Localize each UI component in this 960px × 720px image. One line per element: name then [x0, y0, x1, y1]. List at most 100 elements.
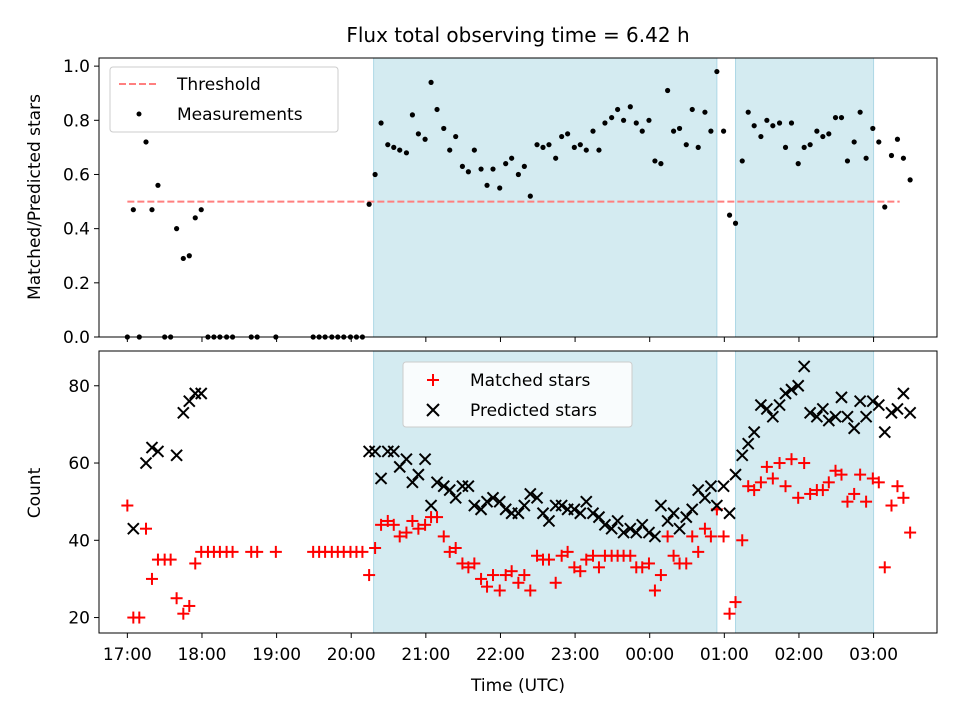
x-tick-label: 01:00 — [700, 645, 749, 665]
predicted-star-point — [747, 425, 761, 439]
predicted-star-point — [736, 449, 749, 462]
predicted-star-point — [374, 472, 388, 485]
measurement-point — [198, 207, 204, 213]
matched-star-point — [475, 572, 488, 585]
matched-star-point — [133, 611, 146, 624]
measurement-point — [620, 117, 627, 123]
predicted-star-point — [648, 530, 662, 543]
measurement-point — [888, 152, 895, 159]
matched-star-point — [798, 457, 811, 470]
predicted-star-point — [139, 456, 153, 470]
x-tick-label: 18:00 — [177, 645, 226, 665]
predicted-star-point — [555, 499, 568, 512]
matched-star-point — [885, 499, 898, 512]
x-tick-label: 00:00 — [625, 645, 674, 665]
threshold-legend-label: Threshold — [176, 75, 261, 95]
matched-star-point — [140, 522, 153, 535]
predicted-star-point — [524, 487, 537, 501]
predicted-star-point — [424, 499, 438, 512]
predicted-star-point — [766, 410, 780, 423]
measurement-point — [186, 253, 192, 259]
matched-star-point — [468, 557, 481, 570]
predicted-star-point — [387, 445, 400, 458]
predicted-star-point — [729, 468, 742, 481]
predicted-star-point — [486, 491, 500, 505]
measurement-point — [708, 128, 714, 134]
measurement-point — [820, 133, 826, 140]
predicted-star-point — [891, 402, 904, 416]
measurement-point — [515, 171, 521, 178]
measurement-point — [776, 120, 783, 126]
predicted-star-point — [617, 526, 630, 539]
chart-title: Flux total observing time = 6.42 h — [346, 23, 689, 47]
predicted-star-point — [512, 507, 525, 520]
measurement-point — [670, 128, 677, 134]
predicted-star-point — [680, 510, 693, 524]
measurement-point — [428, 79, 434, 85]
bottom-y-tick-label: 60 — [68, 454, 90, 474]
matched-star-point — [661, 530, 674, 543]
measurement-point — [546, 142, 552, 148]
measurement-point — [534, 142, 540, 148]
matched-star-point — [226, 545, 239, 558]
measurement-point — [596, 147, 602, 153]
matched-star-point — [574, 565, 587, 578]
measurement-point — [441, 125, 447, 132]
predicted-star-point — [542, 514, 556, 528]
measurement-point — [683, 142, 689, 148]
matched-star-point — [624, 549, 637, 562]
predicted-star-point — [127, 522, 140, 535]
x-tick-label: 23:00 — [551, 645, 600, 665]
bottom-y-axis-label: Count — [25, 467, 45, 518]
top-y-tick-label: 1.0 — [63, 57, 90, 77]
predicted-star-point — [592, 510, 606, 524]
predicted-star-point — [530, 491, 544, 505]
predicted-star-point — [686, 503, 699, 516]
predicted-star-point — [829, 410, 842, 423]
top-axes-frame — [98, 57, 938, 338]
predicted-star-point — [698, 491, 712, 505]
predicted-star-point — [859, 410, 873, 423]
top-y-tick-label: 0.4 — [63, 220, 90, 240]
predicted-star-point — [183, 395, 196, 408]
measurement-point — [857, 109, 863, 115]
matched-star-point — [419, 518, 432, 531]
predicted-star-point — [903, 406, 917, 420]
matched-star-point — [189, 557, 202, 570]
matched-star-point — [437, 530, 450, 543]
measurement-point — [807, 142, 813, 148]
measurement-point — [490, 166, 496, 172]
predicted-star-point — [437, 479, 450, 493]
measurement-point — [615, 106, 621, 113]
predicted-star-point — [430, 476, 444, 489]
matched-star-point — [792, 491, 805, 504]
predicted-star-point — [785, 383, 798, 396]
x-tick-label: 19:00 — [252, 645, 301, 665]
x-tick-label: 02:00 — [774, 645, 823, 665]
x-axis-label: Time (UTC) — [470, 676, 565, 696]
measurement-point — [565, 131, 571, 137]
predicted-star-point — [667, 507, 680, 520]
measurement-point — [646, 117, 652, 123]
measurement-point — [732, 220, 739, 226]
matched-legend-label: Matched stars — [470, 371, 590, 391]
bottom-y-ticks: 20 40 60 80 — [68, 377, 99, 629]
measurement-point — [633, 120, 639, 126]
predicted-star-point — [493, 495, 506, 508]
predicted-star-point — [480, 495, 494, 508]
measurement-point — [521, 163, 527, 169]
measurement-point — [665, 87, 671, 94]
measurement-point — [851, 139, 857, 145]
matched-star-point — [872, 476, 885, 489]
matched-star-point — [717, 530, 730, 543]
matched-star-point — [387, 518, 400, 531]
measurement-point — [559, 133, 565, 140]
matched-star-point — [145, 572, 158, 585]
measurement-point — [801, 144, 807, 150]
bottom-y-tick-label: 80 — [68, 377, 90, 397]
predicted-star-point — [580, 495, 593, 508]
matched-star-point — [854, 468, 867, 481]
matched-star-point — [680, 557, 693, 570]
predicted-star-point — [449, 491, 462, 505]
